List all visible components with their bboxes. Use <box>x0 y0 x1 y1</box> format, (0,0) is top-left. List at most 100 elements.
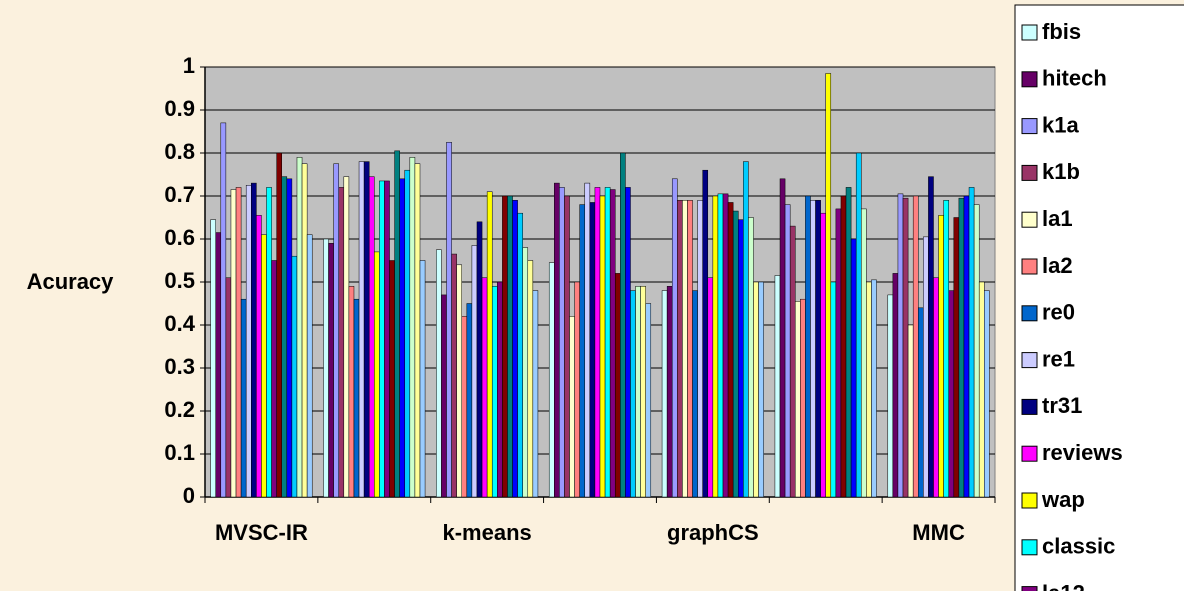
bar <box>785 205 790 497</box>
bar <box>871 280 876 497</box>
bar <box>302 164 307 497</box>
bar <box>339 187 344 497</box>
bar <box>329 243 334 497</box>
bar <box>903 198 908 497</box>
bar <box>805 196 810 497</box>
legend-swatch <box>1022 72 1037 87</box>
bar <box>898 194 903 497</box>
legend-label: la1 <box>1042 206 1073 231</box>
bar <box>775 276 780 497</box>
bar <box>472 245 477 497</box>
legend-swatch <box>1022 493 1037 508</box>
legend-swatch <box>1022 446 1037 461</box>
bar <box>959 198 964 497</box>
bar <box>713 196 718 497</box>
bar <box>379 181 384 497</box>
bar <box>836 209 841 497</box>
legend-swatch <box>1022 353 1037 368</box>
bar <box>277 153 282 497</box>
bar <box>287 179 292 497</box>
legend-swatch <box>1022 540 1037 555</box>
x-tick-label: MMC <box>912 520 965 545</box>
bar <box>384 181 389 497</box>
bar <box>324 239 329 497</box>
bar <box>703 170 708 497</box>
bar <box>615 273 620 497</box>
bar <box>221 123 226 497</box>
bar <box>636 286 641 497</box>
legend-label: re1 <box>1042 346 1075 371</box>
x-tick-label: graphCS <box>667 520 759 545</box>
bar <box>492 286 497 497</box>
bar <box>554 183 559 497</box>
bar <box>759 282 764 497</box>
bar <box>748 218 753 498</box>
bar <box>984 291 989 497</box>
bar <box>851 239 856 497</box>
bar <box>410 157 415 497</box>
x-tick-label: MVSC-IR <box>215 520 308 545</box>
bar <box>969 187 974 497</box>
bar <box>866 282 871 497</box>
bar <box>590 202 595 497</box>
bar <box>795 301 800 497</box>
bar <box>261 235 266 497</box>
bar <box>477 222 482 497</box>
bar <box>595 187 600 497</box>
bar <box>610 190 615 497</box>
bar <box>369 177 374 497</box>
bar <box>893 273 898 497</box>
bar <box>482 278 487 497</box>
bar <box>467 304 472 498</box>
legend-swatch <box>1022 212 1037 227</box>
bar <box>564 196 569 497</box>
bar <box>928 177 933 497</box>
legend-label: la2 <box>1042 253 1073 278</box>
bar <box>641 286 646 497</box>
bar <box>780 179 785 497</box>
bar <box>400 179 405 497</box>
bar <box>246 185 251 497</box>
bar <box>672 179 677 497</box>
bar <box>585 183 590 497</box>
bar <box>216 233 221 497</box>
bar <box>718 194 723 497</box>
bar <box>861 209 866 497</box>
bar <box>334 164 339 497</box>
bar <box>954 218 959 498</box>
legend-label: tr31 <box>1042 393 1082 418</box>
bar <box>698 200 703 497</box>
bar <box>502 196 507 497</box>
bar <box>256 215 261 497</box>
bar <box>667 286 672 497</box>
bar <box>790 226 795 497</box>
bar <box>452 254 457 497</box>
legend <box>1015 5 1184 591</box>
legend-label: hitech <box>1042 66 1107 91</box>
bar <box>559 187 564 497</box>
bar <box>888 295 893 497</box>
bar <box>687 200 692 497</box>
y-tick-label: 0.2 <box>164 397 195 422</box>
bar <box>292 256 297 497</box>
legend-label: la12 <box>1042 580 1085 591</box>
bar <box>441 295 446 497</box>
bar <box>605 187 610 497</box>
bar <box>364 162 369 497</box>
legend-label: wap <box>1041 487 1085 512</box>
bar <box>620 153 625 497</box>
bar <box>918 308 923 497</box>
bar <box>390 261 395 498</box>
bar <box>513 200 518 497</box>
legend-swatch <box>1022 25 1037 40</box>
bar <box>523 248 528 497</box>
bar <box>728 202 733 497</box>
y-tick-label: 0 <box>183 483 195 508</box>
bar <box>743 162 748 497</box>
bar <box>826 73 831 497</box>
bar <box>939 215 944 497</box>
legend-swatch <box>1022 119 1037 134</box>
bar <box>974 205 979 497</box>
bar <box>359 162 364 497</box>
bar <box>923 237 928 497</box>
